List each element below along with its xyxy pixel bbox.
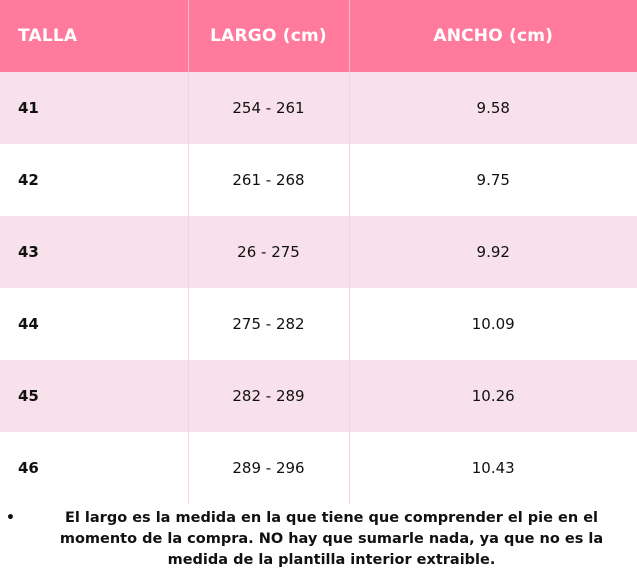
bullet-icon: • [6,510,15,526]
talla-cell: 42 [0,144,189,216]
ancho-cell: 9.92 [349,216,637,288]
table-row: 41 254 - 261 9.58 [0,72,637,144]
table-row: 46 289 - 296 10.43 [0,432,637,504]
table-row: 43 26 - 275 9.92 [0,216,637,288]
largo-cell: 26 - 275 [188,216,350,288]
note-text: El largo es la medida en la que tiene qu… [59,510,604,568]
largo-cell: 275 - 282 [188,288,350,360]
talla-cell: 43 [0,216,189,288]
talla-cell: 44 [0,288,189,360]
table-row: 44 275 - 282 10.09 [0,288,637,360]
table-header-row: TALLA LARGO (cm) ANCHO (cm) [0,0,637,72]
talla-cell: 41 [0,72,189,144]
talla-cell: 45 [0,360,189,432]
ancho-cell: 10.09 [349,288,637,360]
ancho-cell: 9.58 [349,72,637,144]
header-ancho: ANCHO (cm) [349,0,637,72]
ancho-cell: 9.75 [349,144,637,216]
size-chart-table: TALLA LARGO (cm) ANCHO (cm) 41 254 - 261… [0,0,637,504]
size-note: • El largo es la medida en la que tiene … [0,504,637,571]
largo-cell: 289 - 296 [188,432,350,504]
table-row: 45 282 - 289 10.26 [0,360,637,432]
ancho-cell: 10.43 [349,432,637,504]
talla-cell: 46 [0,432,189,504]
largo-cell: 254 - 261 [188,72,350,144]
header-largo: LARGO (cm) [188,0,350,72]
largo-cell: 282 - 289 [188,360,350,432]
header-talla: TALLA [0,0,189,72]
ancho-cell: 10.26 [349,360,637,432]
largo-cell: 261 - 268 [188,144,350,216]
table-row: 42 261 - 268 9.75 [0,144,637,216]
